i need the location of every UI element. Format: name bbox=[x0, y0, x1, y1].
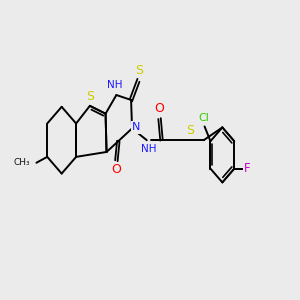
Text: S: S bbox=[187, 124, 194, 137]
Text: NH: NH bbox=[106, 80, 122, 90]
Text: CH₃: CH₃ bbox=[14, 158, 30, 167]
Text: S: S bbox=[86, 89, 94, 103]
Text: NH: NH bbox=[141, 144, 157, 154]
Text: O: O bbox=[111, 163, 121, 176]
Text: N: N bbox=[132, 122, 140, 132]
Text: O: O bbox=[154, 102, 164, 115]
Text: S: S bbox=[135, 64, 143, 77]
Text: Cl: Cl bbox=[198, 112, 209, 123]
Text: F: F bbox=[244, 162, 250, 175]
